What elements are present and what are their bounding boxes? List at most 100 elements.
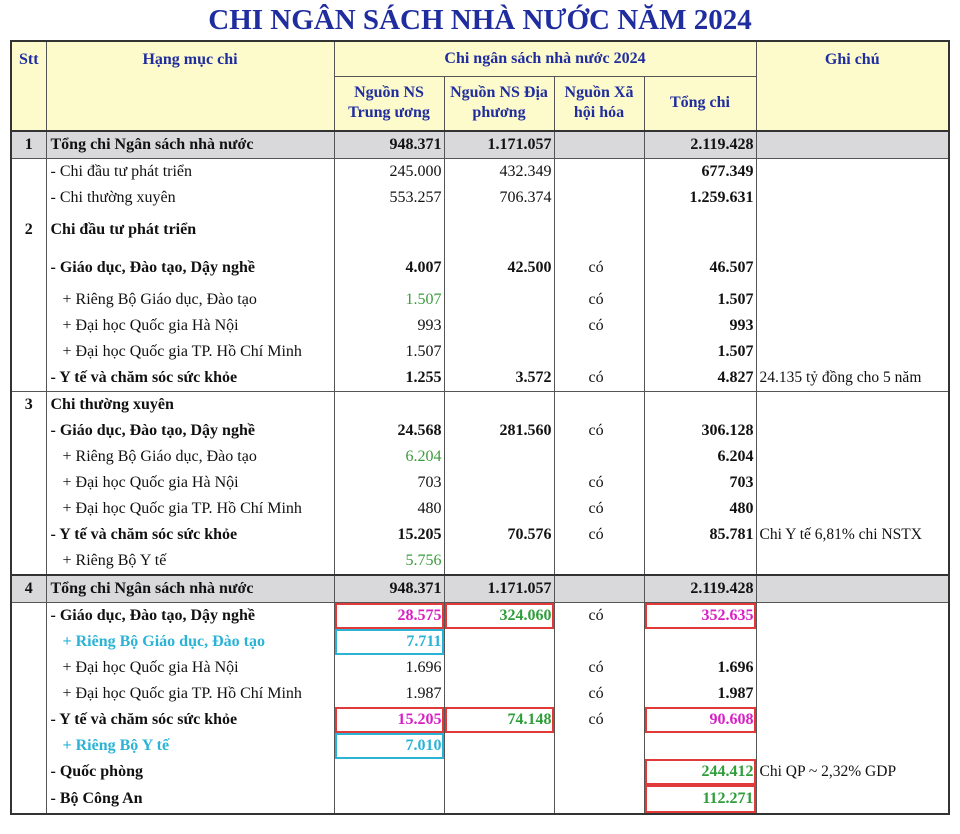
cell-central: 15.205: [333, 522, 445, 548]
cell-local: [443, 339, 555, 365]
cell-local: [443, 470, 555, 496]
table-row: - Giáo dục, Đào tạo, Dậy nghề 24.568 281.5…: [10, 418, 950, 444]
cell-social: [553, 733, 645, 759]
cell-social: [553, 339, 645, 365]
cell-central: [333, 391, 445, 418]
cell-item: + Riêng Bộ Y tế: [45, 733, 335, 759]
cell-note: [755, 287, 950, 313]
table-row: + Riêng Bộ Giáo dục, Đào tạo 6.204 6.204: [10, 444, 950, 470]
cell-item: + Đại học Quốc gia Hà Nội: [45, 470, 335, 496]
table-row: - Y tế và chăm sóc sức khỏe 15.205 70.576 c…: [10, 522, 950, 548]
cell-social: có: [553, 287, 645, 313]
cell-note: [755, 681, 950, 707]
cell-local: [443, 655, 555, 681]
cell-item: + Riêng Bộ Giáo dục, Đào tạo: [45, 444, 335, 470]
cell-item: - Y tế và chăm sóc sức khỏe: [45, 707, 335, 733]
cell-local: 42.500: [443, 249, 555, 287]
cell-total: 244.412: [643, 759, 757, 785]
cell-total: 306.128: [643, 418, 757, 444]
table-row: + Đại học Quốc gia TP. Hồ Chí Minh 1.987 c…: [10, 681, 950, 707]
cell-central: 948.371: [333, 575, 445, 603]
cell-total: 1.507: [643, 287, 757, 313]
cell-total: [643, 629, 757, 655]
table-row: - Chi đầu tư phát triển 245.000 432.349 677…: [10, 158, 950, 185]
cell-item: + Đại học Quốc gia TP. Hồ Chí Minh: [45, 339, 335, 365]
cell-item: + Đại học Quốc gia TP. Hồ Chí Minh: [45, 681, 335, 707]
cell-central: 6.204: [333, 444, 445, 470]
cell-total: 90.608: [643, 707, 757, 733]
cell-note: [755, 249, 950, 287]
cell-local: [443, 211, 555, 249]
table-row: + Đại học Quốc gia Hà Nội 1.696 có 1.696: [10, 655, 950, 681]
cell-total: 703: [643, 470, 757, 496]
cell-note: [755, 418, 950, 444]
cell-item: - Giáo dục, Đào tạo, Dậy nghề: [45, 249, 335, 287]
cell-stt: [10, 418, 47, 444]
cell-social: có: [553, 313, 645, 339]
cell-social: [553, 391, 645, 418]
cell-stt: [10, 655, 47, 681]
cell-note: 24.135 tỷ đồng cho 5 năm: [755, 365, 950, 392]
cell-local: 3.572: [443, 365, 555, 392]
cell-item: + Đại học Quốc gia Hà Nội: [45, 655, 335, 681]
cell-total: 352.635: [643, 602, 757, 629]
cell-total: 1.259.631: [643, 185, 757, 211]
cell-social: [553, 629, 645, 655]
cell-stt: [10, 496, 47, 522]
cell-local: [443, 548, 555, 575]
cell-total: 677.349: [643, 158, 757, 185]
cell-central: 993: [333, 313, 445, 339]
cell-central: 1.507: [333, 287, 445, 313]
cell-central: 7.711: [333, 629, 445, 655]
cell-central: [333, 759, 445, 785]
cell-local: 324.060: [443, 602, 555, 629]
cell-note: [755, 391, 950, 418]
cell-central: 28.575: [333, 602, 445, 629]
header-row: Nguồn NS Trung ương Nguồn NS Địa phương …: [11, 75, 949, 132]
header-row: Stt Hạng mục chi Chi ngân sách nhà nước …: [10, 40, 950, 132]
cell-stt: [10, 185, 47, 211]
cell-central: 703: [333, 470, 445, 496]
table-row: 1 Tổng chi Ngân sách nhà nước 948.371 1.171…: [10, 131, 950, 159]
cell-item: - Y tế và chăm sóc sức khỏe: [45, 522, 335, 548]
cell-central: 480: [333, 496, 445, 522]
table-row: + Riêng Bộ Y tế 5.756: [10, 548, 950, 575]
table-row: + Đại học Quốc gia TP. Hồ Chí Minh 1.507 1…: [10, 339, 950, 365]
cell-stt: [10, 287, 47, 313]
cell-item: - Giáo dục, Đào tạo, Dậy nghề: [45, 602, 335, 629]
cell-item: + Riêng Bộ Y tế: [45, 548, 335, 575]
cell-social: [553, 548, 645, 575]
cell-total: 4.827: [643, 365, 757, 392]
table-row: + Đại học Quốc gia Hà Nội 993 có 993: [10, 313, 950, 339]
cell-local: 70.576: [443, 522, 555, 548]
cell-stt: 4: [10, 575, 47, 603]
cell-note: [755, 707, 950, 733]
cell-stt: [10, 759, 47, 785]
cell-total: 2.119.428: [643, 575, 757, 603]
table-row: 4 Tổng chi Ngân sách nhà nước 948.371 1.171…: [10, 575, 950, 603]
cell-total: [643, 391, 757, 418]
cell-total: 112.271: [643, 785, 757, 814]
cell-note: [755, 629, 950, 655]
header-item: Hạng mục chi: [45, 40, 335, 132]
cell-local: [443, 785, 555, 814]
cell-note: [755, 655, 950, 681]
cell-stt: [10, 339, 47, 365]
cell-note: [755, 470, 950, 496]
header-stt: Stt: [10, 40, 47, 132]
table-row: - Giáo dục, Đào tạo, Dậy nghề 4.007 42.500…: [10, 249, 950, 287]
header-note: Ghi chú: [755, 40, 950, 132]
cell-note: [755, 496, 950, 522]
table-row: + Đại học Quốc gia Hà Nội 703 có 703: [10, 470, 950, 496]
cell-local: [443, 681, 555, 707]
cell-stt: [10, 681, 47, 707]
cell-central: 245.000: [333, 158, 445, 185]
cell-item: - Chi đầu tư phát triển: [45, 158, 335, 185]
cell-central: [333, 785, 445, 814]
cell-central: 1.696: [333, 655, 445, 681]
cell-item: Chi đầu tư phát triển: [45, 211, 335, 249]
cell-social: [553, 785, 645, 814]
cell-social: có: [553, 249, 645, 287]
cell-local: [443, 759, 555, 785]
